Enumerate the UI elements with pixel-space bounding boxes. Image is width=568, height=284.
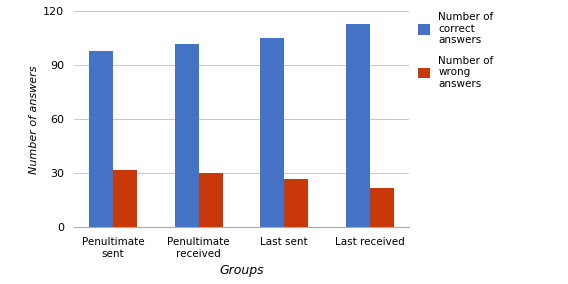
Bar — [346, 24, 370, 227]
Bar — [113, 170, 137, 227]
Bar — [370, 188, 394, 227]
Bar — [174, 44, 199, 227]
Bar — [89, 51, 113, 227]
X-axis label: Groups: Groups — [219, 264, 264, 277]
Y-axis label: Number of answers: Number of answers — [29, 65, 39, 174]
Legend: Number of
correct
answers, Number of
wrong
answers: Number of correct answers, Number of wro… — [417, 12, 494, 89]
Bar — [284, 179, 308, 227]
Bar — [260, 38, 284, 227]
Bar — [199, 173, 223, 227]
